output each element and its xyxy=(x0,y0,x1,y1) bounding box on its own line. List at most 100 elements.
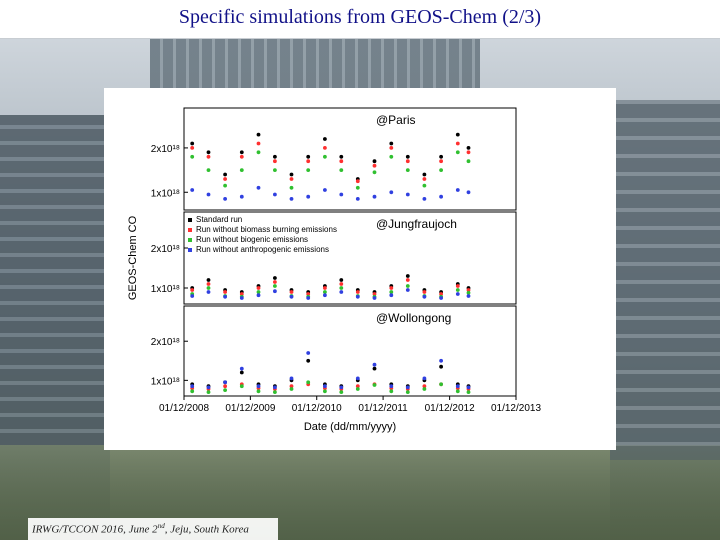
series-3 xyxy=(190,351,471,390)
data-point xyxy=(339,154,344,159)
data-point xyxy=(206,385,211,390)
data-point xyxy=(422,290,427,294)
data-point xyxy=(306,154,311,159)
series-0 xyxy=(190,132,471,181)
data-point xyxy=(439,154,443,159)
legend-swatch xyxy=(188,228,192,232)
data-point xyxy=(273,168,277,172)
data-point xyxy=(256,150,261,155)
data-point xyxy=(206,390,211,394)
data-point xyxy=(223,290,227,294)
data-point xyxy=(273,276,277,280)
data-point xyxy=(405,168,410,172)
data-point xyxy=(339,385,344,390)
data-point xyxy=(405,154,410,159)
data-point xyxy=(372,366,377,371)
data-point xyxy=(339,168,344,172)
data-point xyxy=(256,185,261,190)
data-point xyxy=(323,286,327,290)
data-point xyxy=(239,292,244,296)
data-point xyxy=(339,159,344,164)
data-point xyxy=(339,390,344,394)
data-point xyxy=(466,146,471,150)
data-point xyxy=(405,159,410,164)
series-1 xyxy=(190,278,471,296)
data-point xyxy=(389,154,394,159)
series-2 xyxy=(190,284,471,299)
data-point xyxy=(206,154,211,159)
data-point xyxy=(339,286,344,290)
series-0 xyxy=(190,358,471,389)
data-point xyxy=(455,141,460,146)
series-1 xyxy=(190,141,471,184)
data-point xyxy=(289,384,294,389)
data-point xyxy=(389,286,394,290)
y-tick-label: 2x10¹⁸ xyxy=(151,144,180,155)
legend-swatch xyxy=(188,218,192,222)
data-point xyxy=(422,376,427,381)
data-point xyxy=(372,159,377,164)
panel-frame xyxy=(183,211,517,305)
data-point xyxy=(405,284,410,288)
data-point xyxy=(289,185,294,190)
series-3 xyxy=(190,288,471,300)
data-point xyxy=(355,185,360,190)
data-point xyxy=(239,150,244,155)
data-point xyxy=(256,384,261,389)
data-point xyxy=(256,389,261,394)
data-point xyxy=(289,294,294,299)
legend-entry: Run without biomass burning emissions xyxy=(196,225,337,234)
data-point xyxy=(389,141,394,146)
data-point xyxy=(190,141,195,146)
data-point xyxy=(372,194,377,199)
data-point xyxy=(223,384,227,389)
data-point xyxy=(239,296,244,300)
x-axis-label: Date (dd/mm/yyyy) xyxy=(304,421,396,433)
legend-entry: Run without anthropogenic emissions xyxy=(196,245,329,254)
data-point xyxy=(206,150,211,155)
footer-suffix: , Jeju, South Korea xyxy=(164,523,249,536)
data-point xyxy=(389,290,394,294)
slide-header: Specific simulations from GEOS-Chem (2/3… xyxy=(0,0,720,39)
data-point xyxy=(206,192,211,197)
slide-footer: IRWG/TCCON 2016, June 2nd, Jeju, South K… xyxy=(28,518,278,540)
data-point xyxy=(455,384,460,389)
legend-swatch xyxy=(188,248,192,252)
data-point xyxy=(190,294,195,298)
data-point xyxy=(372,163,377,168)
data-point xyxy=(223,388,227,392)
legend-entry: Run without biogenic emissions xyxy=(196,235,308,244)
data-point xyxy=(273,192,277,197)
data-point xyxy=(439,358,443,363)
data-point xyxy=(405,192,410,197)
data-point xyxy=(306,296,311,300)
data-point xyxy=(355,179,360,184)
data-point xyxy=(389,190,394,195)
data-point xyxy=(323,154,327,159)
data-point xyxy=(190,146,195,150)
data-point xyxy=(289,290,294,294)
panel-2: 2x10¹⁸ 1x10¹⁸ @Wollongong xyxy=(151,305,517,397)
data-point xyxy=(466,390,471,394)
data-point xyxy=(323,146,327,150)
data-point xyxy=(439,296,443,300)
data-point xyxy=(273,154,277,159)
data-point xyxy=(455,188,460,192)
y-axis-label: GEOS-Chem CO xyxy=(127,215,139,300)
data-point xyxy=(289,172,294,177)
data-point xyxy=(372,170,377,175)
series-2 xyxy=(190,380,471,394)
x-tick-label: 01/12/2012 xyxy=(425,403,475,414)
x-tick-label: 01/12/2013 xyxy=(491,403,541,414)
data-point xyxy=(223,177,227,181)
data-point xyxy=(466,385,471,390)
data-point xyxy=(466,290,471,295)
data-point xyxy=(323,137,327,141)
data-point xyxy=(455,292,460,296)
legend-swatch xyxy=(188,238,192,242)
data-point xyxy=(372,383,377,387)
series-2 xyxy=(190,150,471,190)
y-tick-label: 1x10¹⁸ xyxy=(151,284,180,295)
data-point xyxy=(306,351,311,355)
